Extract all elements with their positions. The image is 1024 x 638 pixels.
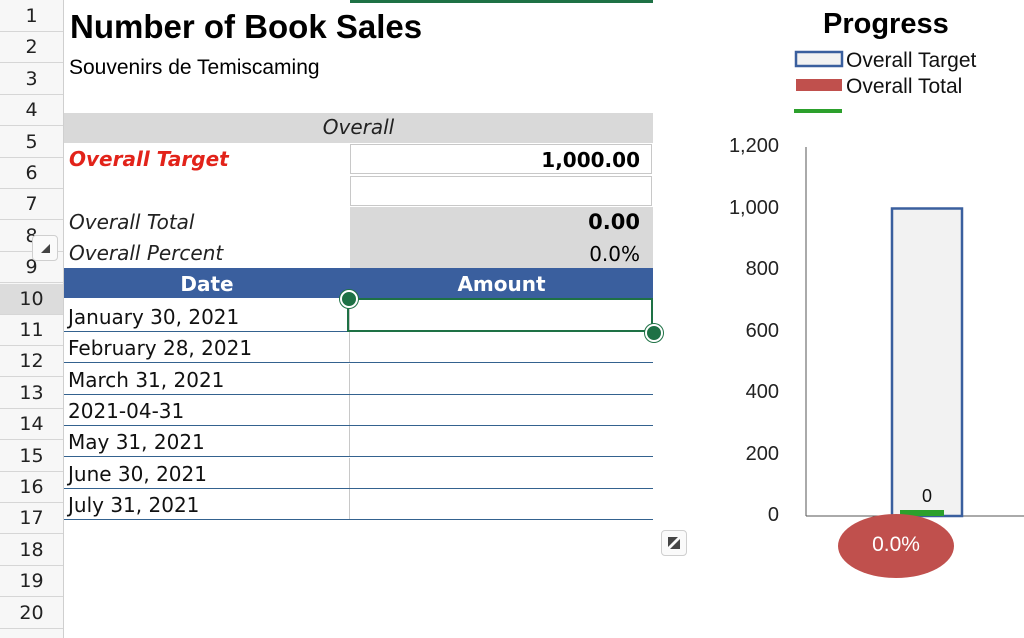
overall-total-value: 0.00 bbox=[588, 210, 640, 234]
chart-plot-area[interactable]: 0 bbox=[800, 140, 1024, 580]
date-cell[interactable]: February 28, 2021 bbox=[68, 336, 253, 361]
row-number[interactable]: 1 bbox=[0, 1, 63, 32]
percent-bubble bbox=[838, 514, 954, 578]
row-number[interactable]: 4 bbox=[0, 95, 63, 127]
column-divider bbox=[349, 488, 350, 519]
legend-label-target[interactable]: Overall Target bbox=[846, 49, 977, 72]
table-row[interactable]: 2021-04-31 bbox=[64, 394, 653, 426]
overall-target-cell[interactable] bbox=[350, 144, 652, 174]
row-number[interactable]: 14 bbox=[0, 409, 63, 441]
column-divider bbox=[349, 301, 350, 331]
overall-header-band[interactable] bbox=[64, 113, 653, 143]
y-tick-label: 0 bbox=[767, 504, 779, 526]
y-tick-label: 200 bbox=[745, 442, 779, 465]
column-divider bbox=[349, 332, 350, 363]
sheet-subtitle[interactable]: Souvenirs de Temiscaming bbox=[69, 56, 320, 79]
resize-corner-icon bbox=[668, 537, 680, 549]
y-tick-label: 600 bbox=[745, 319, 779, 342]
row-number[interactable]: 20 bbox=[0, 598, 63, 629]
legend-swatch-marker bbox=[794, 109, 842, 113]
date-cell[interactable]: July 31, 2021 bbox=[68, 492, 200, 517]
y-tick-label: 800 bbox=[745, 258, 779, 280]
sheet-title[interactable]: Number of Book Sales bbox=[70, 8, 423, 45]
table-row[interactable]: July 31, 2021 bbox=[64, 488, 653, 520]
percent-bubble-label: 0.0% bbox=[872, 533, 920, 556]
overall-header-label: Overall bbox=[322, 115, 395, 139]
table-row[interactable]: March 31, 2021 bbox=[64, 363, 653, 395]
bar-data-label: 0 bbox=[922, 486, 932, 506]
target-bar bbox=[890, 207, 964, 518]
row-number[interactable]: 3 bbox=[0, 64, 63, 95]
y-tick-label: 400 bbox=[745, 381, 779, 403]
row-number[interactable]: 6 bbox=[0, 158, 63, 189]
overall-target-label[interactable]: Overall Target bbox=[69, 147, 229, 171]
table-row[interactable]: February 28, 2021 bbox=[64, 332, 653, 364]
column-divider bbox=[349, 426, 350, 457]
chart-title[interactable]: Progress bbox=[823, 8, 949, 40]
row-number[interactable]: 7 bbox=[0, 189, 63, 221]
table-row[interactable]: May 31, 2021 bbox=[64, 426, 653, 458]
row-number[interactable]: 17 bbox=[0, 503, 63, 535]
row-number[interactable]: 10 bbox=[0, 283, 63, 315]
blank-cell[interactable] bbox=[350, 176, 652, 206]
amount-column-header[interactable]: Amount bbox=[457, 272, 546, 296]
overall-total-label[interactable]: Overall Total bbox=[69, 210, 195, 234]
row-number[interactable]: 12 bbox=[0, 346, 63, 378]
row-header-column: 1 2 3 4 5 6 7 8 9 10 11 12 13 14 15 16 17 18 19 20 bbox=[0, 0, 64, 638]
column-divider bbox=[349, 394, 350, 425]
chart-resize-button[interactable] bbox=[661, 530, 687, 556]
date-cell[interactable]: January 30, 2021 bbox=[68, 305, 240, 329]
row-number[interactable]: 13 bbox=[0, 378, 63, 409]
legend-label-total[interactable]: Overall Total bbox=[846, 75, 963, 98]
row-number[interactable]: 15 bbox=[0, 441, 63, 472]
selected-cell[interactable] bbox=[347, 298, 653, 332]
chart-legend-swatches bbox=[794, 50, 844, 113]
collapse-handle-button[interactable] bbox=[32, 235, 58, 261]
totals-gray-block[interactable] bbox=[350, 207, 653, 269]
date-cell[interactable]: March 31, 2021 bbox=[68, 367, 225, 392]
y-tick-label: 1,200 bbox=[728, 135, 779, 157]
column-divider bbox=[349, 457, 350, 488]
date-cell[interactable]: June 30, 2021 bbox=[68, 461, 207, 486]
row-number[interactable]: 19 bbox=[0, 566, 63, 598]
legend-swatch-total bbox=[796, 79, 842, 91]
row-number[interactable]: 11 bbox=[0, 315, 63, 346]
overall-percent-label[interactable]: Overall Percent bbox=[69, 241, 224, 265]
date-cell[interactable]: May 31, 2021 bbox=[68, 430, 205, 455]
corner-triangle-icon bbox=[41, 244, 50, 253]
y-tick-label: 1,000 bbox=[728, 196, 779, 219]
row-number[interactable]: 18 bbox=[0, 535, 63, 566]
row-number[interactable]: 9 bbox=[0, 252, 63, 284]
selection-handle-bottom[interactable] bbox=[645, 324, 663, 342]
table-row[interactable]: June 30, 2021 bbox=[64, 457, 653, 489]
selection-handle-top[interactable] bbox=[340, 290, 358, 308]
overall-percent-value: 0.0% bbox=[589, 242, 640, 266]
date-column-header[interactable]: Date bbox=[180, 272, 234, 296]
column-divider bbox=[349, 363, 350, 394]
total-marker bbox=[900, 510, 944, 516]
table-header bbox=[64, 268, 653, 298]
legend-swatch-target bbox=[794, 50, 844, 68]
row-number[interactable]: 2 bbox=[0, 32, 63, 64]
row-number[interactable]: 16 bbox=[0, 472, 63, 503]
overall-target-value: 1,000.00 bbox=[541, 148, 640, 172]
column-selection-indicator bbox=[350, 0, 653, 3]
row-number[interactable]: 5 bbox=[0, 127, 63, 158]
date-cell[interactable]: 2021-04-31 bbox=[68, 398, 185, 423]
